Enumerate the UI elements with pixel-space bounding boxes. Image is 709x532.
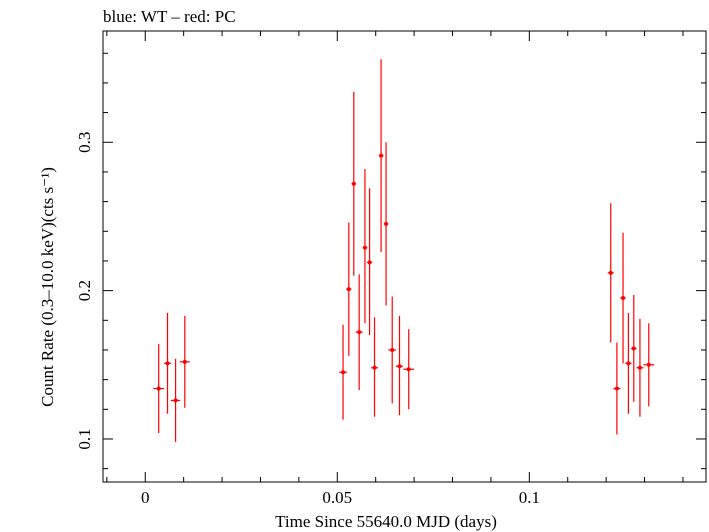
chart-title: blue: WT – red: PC [103,7,236,26]
data-point [179,315,190,408]
point-marker [351,181,356,186]
data-point [362,168,368,324]
point-marker [614,386,619,391]
point-marker [346,287,351,292]
point-marker [390,347,395,352]
point-marker [608,270,613,275]
point-marker [621,296,626,301]
data-points [153,59,655,442]
point-marker [626,361,631,366]
point-marker [341,370,346,375]
point-marker [357,330,362,335]
data-point [631,295,637,402]
data-point [164,312,171,414]
point-marker [173,398,178,403]
data-point [607,203,614,343]
x-tick-label: 0.1 [519,488,540,507]
data-point [153,344,165,434]
point-marker [646,362,651,367]
data-point [366,188,373,336]
data-point [383,142,389,306]
data-point [351,91,357,276]
data-point [643,323,655,407]
y-tick-labels: 0.1 0.2 0.3 [75,132,94,450]
point-marker [397,364,402,369]
data-point [371,317,378,417]
data-point [346,222,352,356]
y-axis-label: Count Rate (0.3–10.0 keV)(cts s⁻¹) [38,167,57,407]
data-point [355,274,363,391]
point-marker [631,346,636,351]
point-marker [165,361,170,366]
plot-frame [102,30,707,483]
data-point [339,324,347,420]
x-tick-labels: 0 0.05 0.1 [141,488,540,507]
point-marker [637,365,642,370]
point-marker [384,221,389,226]
point-marker [362,245,367,250]
data-point [636,318,644,417]
data-point [396,315,403,416]
y-tick-label: 0.1 [75,428,94,449]
point-marker [379,153,384,158]
axis-ticks [103,31,706,482]
x-tick-label: 0 [141,488,150,507]
point-marker [156,386,161,391]
point-marker [406,367,411,372]
point-marker [367,260,372,265]
y-tick-label: 0.3 [75,132,94,153]
point-marker [182,359,187,364]
point-marker [372,365,377,370]
data-point [403,329,415,410]
data-point [620,232,626,364]
data-point [613,342,621,435]
data-point [388,296,397,404]
x-tick-label: 0.05 [322,488,352,507]
data-point [378,59,384,253]
y-tick-label: 0.2 [75,280,94,301]
data-point [170,358,181,442]
data-point [625,312,632,414]
x-axis-label: Time Since 55640.0 MJD (days) [275,512,497,531]
